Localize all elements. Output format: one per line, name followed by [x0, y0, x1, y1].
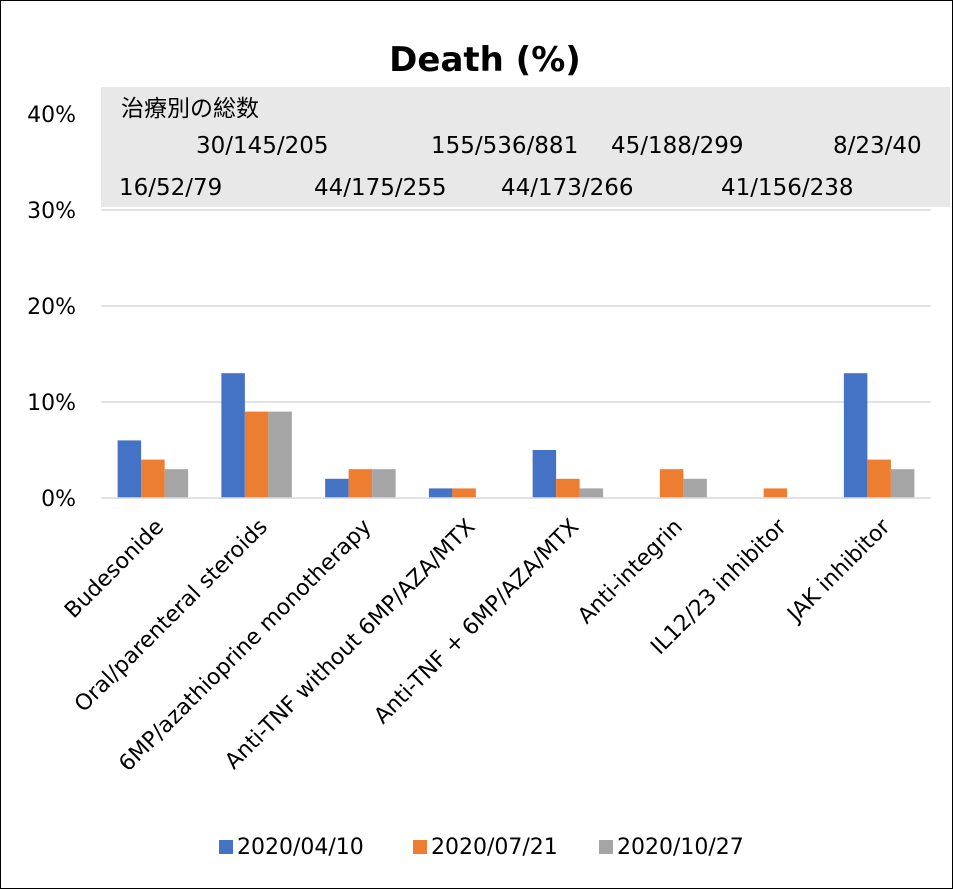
legend-swatch [599, 840, 613, 854]
legend: 2020/04/10 2020/07/21 2020/10/27 [219, 835, 744, 860]
totals-value: 44/173/266 [501, 175, 634, 201]
bar [890, 469, 915, 498]
bars [117, 373, 915, 498]
legend-label: 2020/07/21 [431, 835, 558, 860]
totals-value: 41/156/238 [721, 175, 854, 201]
totals-value: 44/175/255 [314, 175, 447, 201]
bar [579, 488, 604, 498]
totals-annotation: 治療別の総数 16/52/79 30/145/205 44/175/255 155/5… [101, 87, 950, 207]
bar [221, 373, 245, 498]
bar [452, 488, 476, 498]
chart-title: Death (%) [389, 40, 581, 80]
legend-label: 2020/10/27 [617, 835, 744, 860]
x-category-label: JAK inhibitor [782, 514, 896, 628]
bar [532, 450, 557, 498]
legend-label: 2020/04/10 [237, 835, 364, 860]
totals-annotation-box [101, 87, 950, 207]
y-tick-label: 20% [27, 295, 76, 320]
bar [556, 478, 580, 498]
bar [348, 469, 373, 498]
y-tick-label: 30% [27, 199, 76, 224]
bar [763, 488, 788, 498]
bar [683, 478, 707, 498]
totals-value: 16/52/79 [119, 175, 222, 201]
y-tick-label: 40% [27, 103, 76, 128]
totals-value: 155/536/881 [431, 133, 578, 159]
y-axis-ticks: 0% 10% 20% 30% 40% [27, 103, 76, 512]
bar [325, 478, 349, 498]
x-category-label: Anti-integrin [573, 515, 688, 630]
legend-swatch [219, 840, 233, 854]
totals-value: 45/188/299 [611, 133, 744, 159]
bar [428, 488, 453, 498]
bar [843, 373, 868, 498]
totals-value: 30/145/205 [196, 133, 329, 159]
x-category-label: Anti-TNF + 6MP/AZA/MTX [370, 515, 585, 730]
legend-swatch [413, 840, 427, 854]
totals-annotation-heading: 治療別の総数 [121, 96, 259, 122]
bar [117, 440, 142, 498]
y-tick-label: 0% [41, 487, 76, 512]
x-category-label: Oral/parenteral steroids [70, 515, 273, 718]
bar [372, 469, 396, 498]
totals-value: 8/23/40 [833, 133, 922, 159]
bar [659, 469, 684, 498]
bar [268, 411, 292, 498]
y-tick-label: 10% [27, 391, 76, 416]
x-category-label: Budesonide [60, 515, 169, 624]
bar [141, 459, 165, 498]
bar [164, 469, 189, 498]
bar [244, 411, 269, 498]
bar [867, 459, 891, 498]
